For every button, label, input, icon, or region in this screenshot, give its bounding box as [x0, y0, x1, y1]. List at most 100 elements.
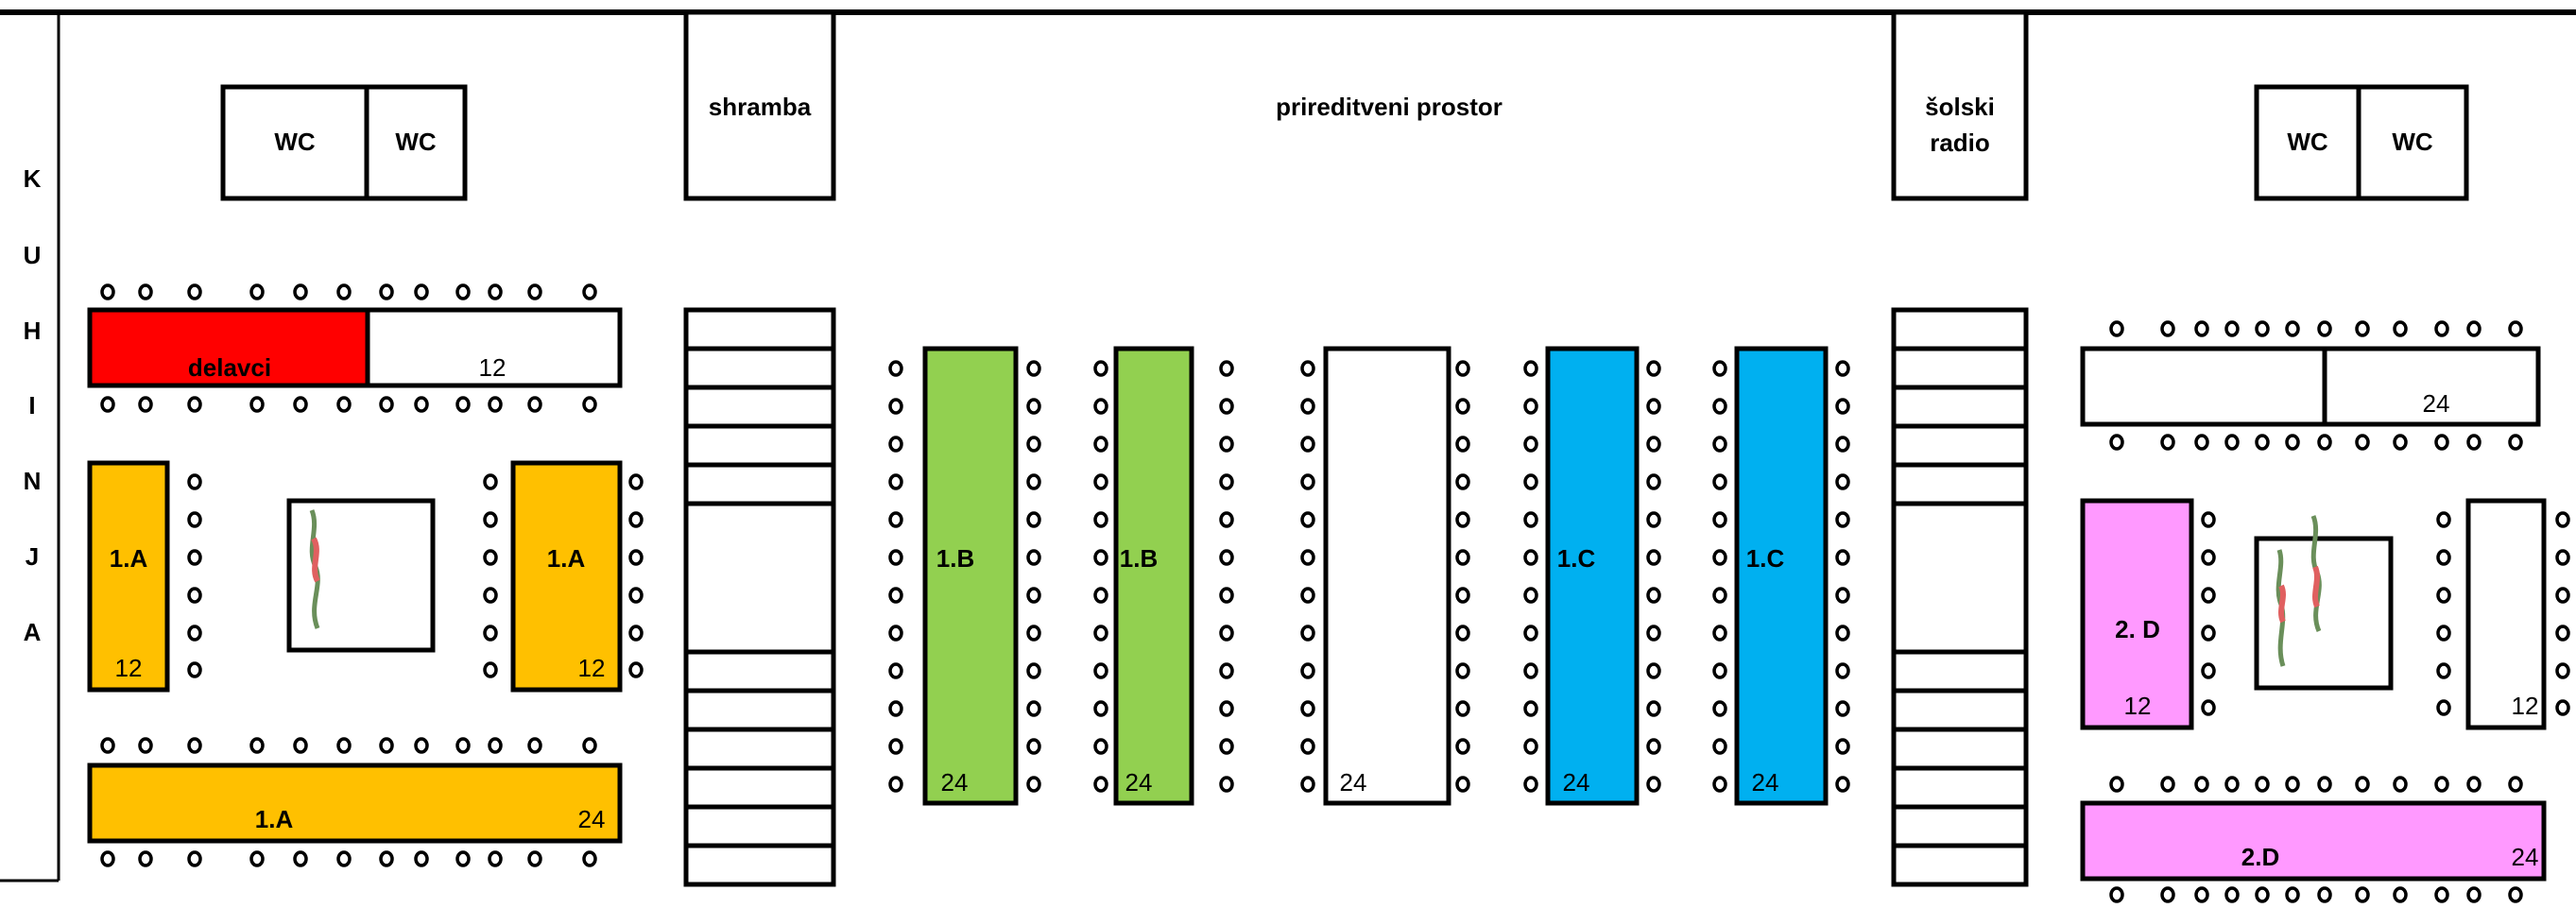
- chair: [293, 737, 308, 754]
- chair: [1455, 549, 1470, 566]
- chair: [888, 700, 903, 717]
- chair: [1646, 738, 1661, 755]
- chair: [1026, 436, 1041, 453]
- chair: [1646, 473, 1661, 490]
- decor-box-right: [2254, 536, 2394, 691]
- kitchen-letter-u: U: [24, 241, 42, 269]
- chair: [2508, 886, 2523, 903]
- chair: [1219, 360, 1234, 377]
- bench-plank: [683, 346, 836, 390]
- chair: [1646, 625, 1661, 642]
- table-1a-left-seats: 12: [115, 654, 143, 682]
- chair: [888, 776, 903, 793]
- chair: [414, 396, 429, 413]
- chair: [1093, 473, 1108, 490]
- chair: [1835, 511, 1850, 528]
- chair: [1300, 398, 1315, 415]
- chair: [1026, 662, 1041, 679]
- chair: [100, 396, 115, 413]
- chair: [187, 737, 202, 754]
- chair: [888, 662, 903, 679]
- chair: [336, 396, 352, 413]
- chair: [1219, 549, 1234, 566]
- chair: [2555, 662, 2570, 679]
- wc-right-2: [2356, 84, 2469, 201]
- chair: [1219, 587, 1234, 604]
- chair: [1093, 776, 1108, 793]
- chair: [1835, 549, 1850, 566]
- chair: [527, 850, 542, 867]
- bench-block: [683, 501, 836, 655]
- chair: [2109, 886, 2124, 903]
- chair: [1835, 398, 1850, 415]
- chair: [1712, 662, 1727, 679]
- storage-room: [683, 9, 836, 201]
- chair: [2436, 625, 2451, 642]
- chair: [2555, 511, 2570, 528]
- chair: [2255, 320, 2270, 337]
- chair: [1026, 511, 1041, 528]
- chair: [2466, 320, 2482, 337]
- chair: [1455, 662, 1470, 679]
- chair: [1093, 738, 1108, 755]
- table-right-top-white-b: [2322, 346, 2541, 427]
- table-1b-second: [1113, 346, 1194, 806]
- chair: [1093, 360, 1108, 377]
- chair: [488, 283, 503, 300]
- chair: [249, 737, 265, 754]
- chair: [1219, 436, 1234, 453]
- chair: [1455, 360, 1470, 377]
- chair: [1523, 776, 1538, 793]
- chair: [100, 283, 115, 300]
- bench-plank: [683, 727, 836, 771]
- chair: [2393, 434, 2408, 451]
- chair: [249, 396, 265, 413]
- wc-left-2: [364, 84, 468, 201]
- chair: [1835, 776, 1850, 793]
- chair: [1093, 436, 1108, 453]
- chair: [1835, 738, 1850, 755]
- chair: [1712, 587, 1727, 604]
- bench-stack-right: [1891, 307, 2029, 887]
- chair: [2160, 434, 2175, 451]
- chair: [2355, 320, 2370, 337]
- table-1a-bottom-label: 1.A: [255, 805, 294, 833]
- wc-left-1: [220, 84, 369, 201]
- chair: [2393, 320, 2408, 337]
- chair: [1300, 625, 1315, 642]
- chair: [2194, 886, 2209, 903]
- chair: [2201, 699, 2216, 716]
- chair: [1455, 473, 1470, 490]
- bench-plank: [1891, 307, 2029, 351]
- chair: [1835, 662, 1850, 679]
- chair: [2317, 320, 2332, 337]
- chair: [2160, 776, 2175, 793]
- chair: [1026, 398, 1041, 415]
- chair: [1712, 549, 1727, 566]
- chair: [483, 661, 498, 678]
- bench-stack-left: [683, 307, 836, 887]
- kitchen-letter-n: N: [24, 467, 42, 495]
- chair: [888, 360, 903, 377]
- chair: [1646, 587, 1661, 604]
- chair: [2555, 699, 2570, 716]
- chair: [2555, 625, 2570, 642]
- chair: [1455, 587, 1470, 604]
- table-1a-left: [87, 460, 170, 693]
- bench-plank: [1891, 727, 2029, 771]
- plant-decoration-right: [2275, 515, 2322, 667]
- chair: [1646, 436, 1661, 453]
- table-right-top-white-seats: 24: [2423, 389, 2450, 418]
- chair: [1026, 587, 1041, 604]
- chair: [628, 473, 644, 490]
- chair: [888, 436, 903, 453]
- chair: [2434, 886, 2449, 903]
- kitchen-letter-a: A: [24, 618, 42, 646]
- chair: [1300, 662, 1315, 679]
- chair: [483, 511, 498, 528]
- chair: [379, 396, 394, 413]
- bench-plank: [1891, 385, 2029, 429]
- chair: [888, 398, 903, 415]
- chair: [1835, 625, 1850, 642]
